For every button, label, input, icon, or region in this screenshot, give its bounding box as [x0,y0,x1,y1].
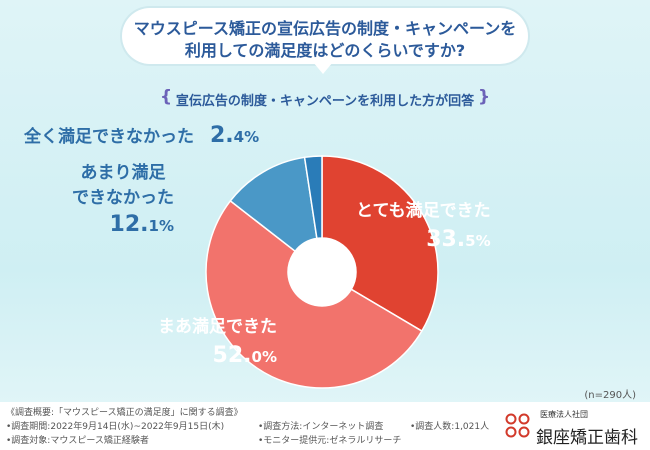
clinic-logo-icon [505,413,530,438]
subtitle-brace-right: } [478,87,491,107]
donut-hole [288,238,356,306]
label-not-at-all-satisfied-category: 全く満足できなかった [24,127,194,147]
label-not-very-satisfied-line1: あまり満足 [80,163,166,183]
question-line-2: 利用しての満足度はどのくらいですか? [184,41,466,60]
label-very-satisfied-category: とても満足できた [356,201,491,221]
label-not-very-satisfied-line2: できなかった [72,188,174,208]
label-very-satisfied: とても満足できた 33.5% [356,196,491,252]
label-very-satisfied-dec: 5% [465,232,491,250]
footer-count: •調査人数:1,021人 [410,422,490,432]
label-somewhat-satisfied: まあ満足できた 52.0% [158,312,277,368]
footer [0,402,650,450]
clinic-logo-sub: 医療法人社団 [540,410,588,419]
label-not-at-all-satisfied-int: 2. [210,123,234,148]
footer-target: •調査対象:マウスピース矯正経験者 [6,436,149,446]
question-bubble-tail [313,62,333,74]
sample-size: (n=290人) [584,390,636,401]
question-line-1: マウスピース矯正の宣伝広告の制度・キャンペーンを [133,19,517,38]
subtitle-brace-left: { [160,87,173,107]
label-not-very-satisfied-int: 12. [109,212,149,237]
subtitle: 宣伝広告の制度・キャンペーンを利用した方が回答 [175,94,475,109]
label-not-very-satisfied-dec: 1% [148,217,174,235]
label-very-satisfied-int: 33. [426,227,466,252]
label-somewhat-satisfied-int: 52. [212,343,252,368]
label-somewhat-satisfied-category: まあ満足できた [158,317,277,337]
label-somewhat-satisfied-dec: 0% [251,348,277,366]
clinic-logo-name: 銀座矯正歯科 [536,428,638,448]
label-not-at-all-satisfied: 全く満足できなかった 2.4% [24,122,259,148]
slice-somewhat-satisfied [205,199,423,389]
footer-overview: 《調査概要:「マウスピース矯正の満足度」に関する調査》 [6,408,243,418]
label-not-at-all-satisfied-dec: 4% [233,128,260,146]
footer-method: •調査方法:インターネット調査 [258,422,384,432]
footer-provider: •モニター提供元:ゼネラルリサーチ [258,436,402,446]
label-not-very-satisfied: あまり満足 できなかった 12.1% [72,158,174,237]
question-bubble [122,8,528,64]
footer-period: •調査期間:2022年9月14日(水)~2022年9月15日(木) [6,422,225,432]
